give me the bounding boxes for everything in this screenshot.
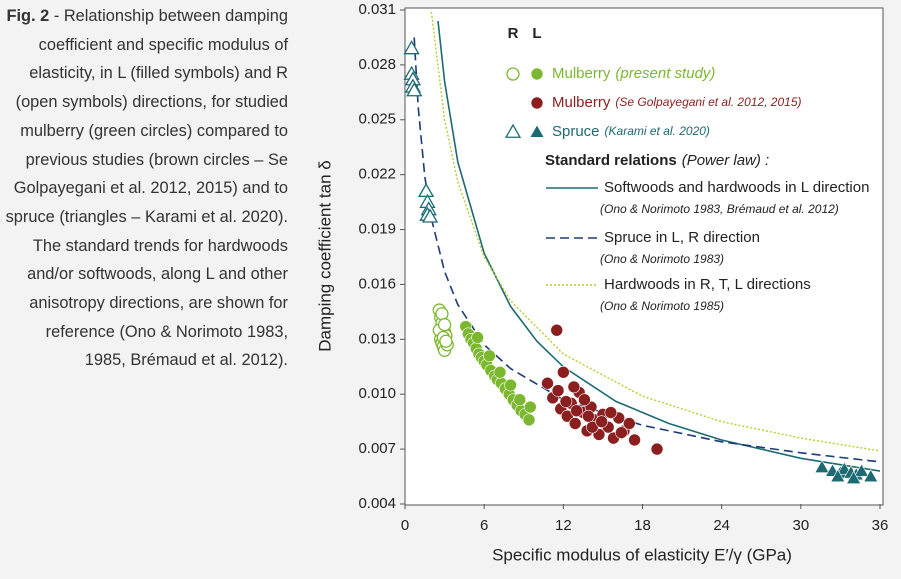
legend-label: Spruce in L, R direction — [604, 229, 760, 246]
y-tick-label: 0.022 — [358, 166, 396, 183]
y-tick-label: 0.007 — [358, 440, 396, 457]
circle-point — [623, 417, 636, 430]
circle-point — [541, 376, 554, 390]
legend-source: (Se Golpayegani et al. 2012, 2015) — [615, 95, 801, 109]
circle-point — [560, 409, 574, 423]
y-tick-label: 0.004 — [358, 495, 396, 512]
legend-entry: Mulberry (Se Golpayegani et al. 2012, 201… — [530, 94, 802, 111]
legend-entry: Spruce (Karami et al. 2020) — [504, 123, 710, 140]
legend-header: R — [508, 25, 519, 42]
relations-heading: Standard relations — [545, 152, 677, 169]
legend-source: (Ono & Norimoto 1983, Brémaud et al. 201… — [600, 202, 839, 216]
circle-point — [522, 413, 536, 427]
circle-point — [557, 365, 570, 379]
x-tick-label: 12 — [555, 517, 572, 534]
circle-point — [506, 67, 520, 81]
circle-point — [439, 334, 453, 348]
relations-subtitle: (Power law) : — [682, 152, 770, 169]
y-axis-title: Damping coefficient tan δ — [315, 160, 334, 352]
legend-source: (Karami et al. 2020) — [605, 124, 710, 138]
figure-label: Fig. 2 — [6, 7, 50, 25]
triangle-point — [403, 40, 420, 55]
y-tick-label: 0.013 — [358, 330, 396, 347]
circle-point — [551, 384, 565, 397]
power-law-curve — [413, 37, 881, 463]
circle-point — [628, 433, 641, 447]
triangle-point — [863, 468, 879, 483]
legend-source: (Ono & Norimoto 1983) — [600, 252, 724, 266]
legend-name: Mulberry — [552, 94, 611, 111]
legend-entry: Mulberry (present study) — [506, 65, 715, 82]
legend-label: Softwoods and hardwoods in L direction — [604, 179, 869, 196]
y-tick-label: 0.019 — [358, 221, 396, 238]
circle-point — [437, 318, 452, 332]
power-law-curve — [430, 11, 881, 452]
legend-label: Mulberry (present study) — [552, 65, 715, 82]
x-tick-label: 30 — [792, 517, 809, 534]
circle-point — [615, 426, 628, 439]
circle-point — [504, 378, 517, 392]
circle-point — [550, 323, 564, 337]
circle-point — [483, 349, 496, 363]
circle-point — [570, 404, 583, 417]
circle-point — [435, 307, 449, 321]
triangle-point — [529, 124, 545, 138]
triangle-point — [504, 123, 522, 138]
circle-point — [650, 442, 664, 456]
curves — [413, 11, 881, 472]
circle-point — [513, 393, 527, 407]
circle-point — [530, 67, 544, 81]
triangle-point — [846, 470, 862, 484]
legend-label: Mulberry (Se Golpayegani et al. 2012, 201… — [552, 94, 802, 111]
triangle-point — [406, 82, 423, 97]
x-tick-label: 36 — [872, 517, 889, 534]
legend-label: Hardwoods in R, T, L directions — [604, 276, 811, 293]
circle-point — [471, 331, 484, 344]
circle-point — [595, 415, 608, 428]
y-tick-label: 0.028 — [358, 56, 396, 73]
legend-source: (Ono & Norimoto 1985) — [600, 299, 724, 313]
caption-text: - Relationship between damping coefficie… — [5, 7, 288, 370]
legend-name: Spruce — [552, 123, 600, 140]
figure-caption: Fig. 2 - Relationship between damping co… — [4, 2, 288, 375]
circle-point — [559, 395, 573, 408]
relations-title: Standard relations (Power law) : — [545, 152, 769, 169]
circle-point — [604, 406, 618, 419]
legend-source: (present study) — [615, 65, 715, 82]
x-tick-label: 24 — [713, 517, 730, 534]
legend-label: Spruce (Karami et al. 2020) — [552, 123, 710, 140]
x-tick-label: 6 — [480, 517, 488, 534]
circle-point — [493, 365, 507, 379]
legend-header: L — [532, 25, 541, 42]
circle-point — [530, 96, 544, 110]
legend-name: Mulberry — [552, 65, 611, 82]
triangle-point — [854, 463, 870, 477]
y-tick-label: 0.025 — [358, 111, 396, 128]
y-tick-label: 0.010 — [358, 385, 396, 402]
circle-point — [586, 420, 599, 434]
plot-area — [404, 7, 884, 506]
x-tick-label: 0 — [401, 517, 409, 534]
x-tick-label: 18 — [634, 517, 651, 534]
circle-point — [524, 400, 537, 414]
circle-point — [567, 380, 581, 394]
x-axis-title: Specific modulus of elasticity E′/γ (GPa… — [492, 545, 792, 564]
points — [403, 40, 879, 484]
circle-point — [582, 409, 595, 423]
y-tick-label: 0.016 — [358, 275, 396, 292]
y-tick-label: 0.031 — [358, 1, 396, 18]
triangle-point — [421, 208, 439, 223]
circle-point — [568, 417, 582, 430]
circle-point — [578, 393, 591, 407]
triangle-point — [814, 459, 830, 473]
triangle-point — [830, 468, 846, 483]
